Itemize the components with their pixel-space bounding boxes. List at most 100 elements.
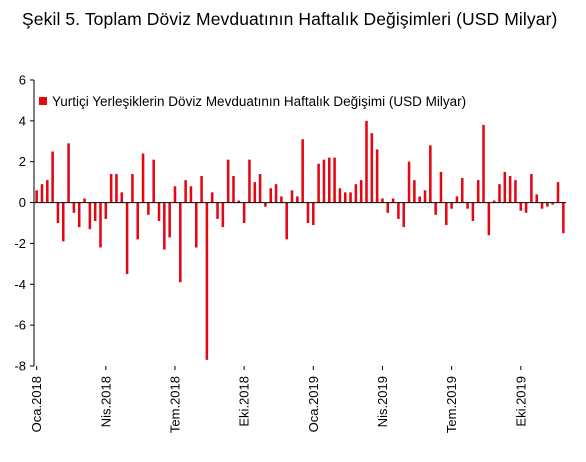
- bar: [232, 176, 235, 203]
- bar: [274, 184, 278, 203]
- bar: [386, 202, 390, 213]
- bar: [168, 202, 171, 238]
- bar: [375, 149, 379, 203]
- bar: [56, 202, 60, 223]
- bar: [429, 145, 432, 203]
- x-tick-label: Eki.2019: [513, 376, 528, 427]
- bar: [61, 202, 65, 242]
- bar: [407, 161, 411, 203]
- x-axis-ticks: Oca.2018 Nis.2018 Tem.2018 Eki.2018 Oca.2019…: [29, 366, 528, 433]
- bar: [466, 202, 469, 209]
- bar: [67, 143, 70, 203]
- bar: [482, 124, 485, 203]
- bar: [514, 180, 517, 203]
- y-tick-label: -8: [14, 359, 26, 374]
- bar: [349, 192, 352, 203]
- bar: [423, 190, 427, 203]
- bar: [540, 202, 544, 209]
- bar: [147, 202, 150, 215]
- bar: [370, 133, 374, 203]
- bar: [115, 173, 118, 203]
- bar: [125, 202, 129, 275]
- bar: [498, 184, 501, 203]
- y-tick-label: 2: [19, 154, 26, 169]
- bar: [120, 192, 124, 203]
- bar: [93, 202, 97, 221]
- bar: [285, 202, 288, 240]
- bar: [258, 173, 262, 203]
- bar: [226, 159, 230, 203]
- bar: [200, 176, 203, 203]
- bar: [476, 180, 480, 203]
- bar: [179, 202, 182, 283]
- bar: [487, 202, 491, 236]
- bar: [562, 202, 565, 234]
- bar: [556, 182, 560, 203]
- bar: [381, 198, 384, 203]
- bar: [221, 202, 225, 228]
- bar: [163, 202, 166, 250]
- bar: [264, 202, 267, 207]
- y-tick-label: 4: [19, 113, 26, 128]
- bar: [35, 190, 38, 203]
- bar: [72, 202, 76, 213]
- bar: [269, 188, 273, 203]
- bar: [216, 202, 219, 219]
- bar: [524, 202, 528, 213]
- bar: [157, 202, 161, 221]
- bar: [445, 202, 448, 226]
- bar: [131, 173, 134, 203]
- bar: [418, 196, 421, 203]
- bar: [253, 182, 257, 203]
- bar: [519, 202, 523, 211]
- bar: [413, 180, 416, 203]
- legend-label: Yurtiçi Yerleşiklerin Döviz Mevduatının …: [52, 94, 466, 109]
- bar: [551, 202, 554, 205]
- bar: [306, 202, 310, 223]
- bar: [365, 120, 368, 203]
- bar: [450, 202, 453, 209]
- bar: [492, 200, 496, 203]
- bar: [471, 202, 475, 221]
- bar: [301, 139, 304, 203]
- bar: [205, 202, 209, 360]
- bar: [434, 202, 437, 215]
- bar: [40, 184, 44, 203]
- chart-title: Şekil 5. Toplam Döviz Mevduatının Haftal…: [22, 9, 558, 29]
- y-tick-label: -2: [14, 236, 26, 251]
- bar: [152, 159, 155, 203]
- legend-swatch: [39, 97, 47, 105]
- bar: [460, 178, 464, 203]
- bar: [391, 198, 395, 203]
- bar: [109, 173, 113, 203]
- bar: [242, 202, 246, 223]
- bar: [99, 202, 102, 248]
- bar: [333, 157, 336, 203]
- x-tick-label: Eki.2018: [237, 376, 252, 427]
- bar: [51, 151, 54, 203]
- legend: Yurtiçi Yerleşiklerin Döviz Mevduatının …: [39, 94, 466, 109]
- bar: [194, 202, 198, 248]
- bar: [338, 188, 342, 203]
- bar: [317, 163, 320, 203]
- bar: [280, 196, 283, 203]
- bar: [184, 180, 187, 203]
- bar: [104, 202, 108, 219]
- bar: [508, 176, 512, 203]
- bar: [290, 190, 294, 203]
- bar: [343, 192, 347, 203]
- bar: [248, 159, 251, 203]
- bar: [296, 196, 299, 203]
- y-tick-label: 6: [19, 73, 26, 88]
- x-tick-label: Nis.2018: [98, 376, 113, 427]
- y-tick-label: 0: [19, 195, 26, 210]
- bar: [397, 202, 400, 219]
- x-tick-label: Tem.2019: [444, 376, 459, 433]
- bar: [237, 200, 241, 203]
- bar: [189, 186, 193, 203]
- bar: [535, 194, 539, 203]
- y-tick-label: -4: [14, 277, 26, 292]
- bar: [83, 198, 86, 203]
- bar: [546, 202, 549, 207]
